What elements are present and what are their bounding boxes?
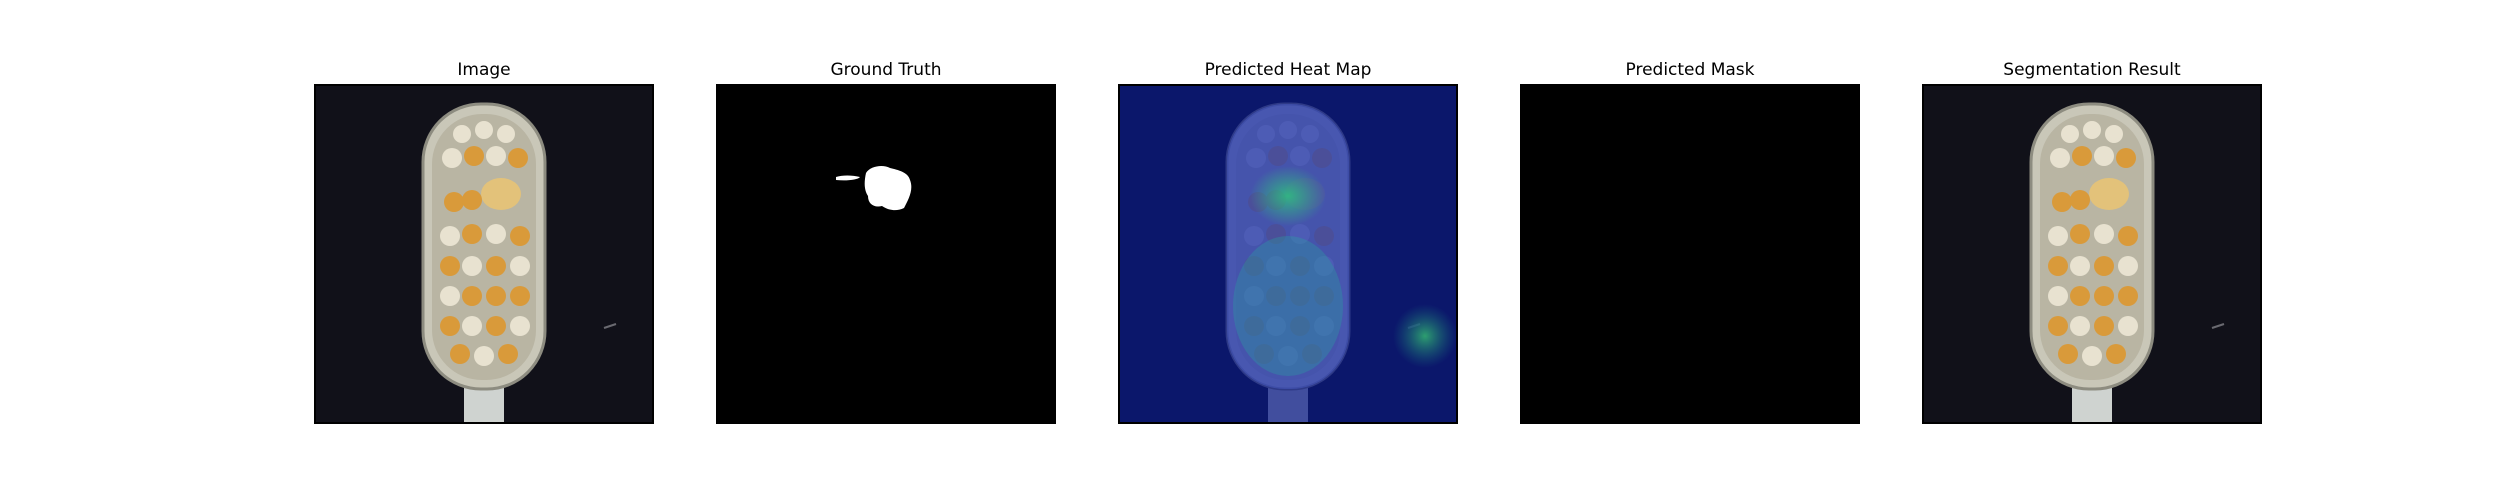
predicted-mask (1520, 84, 1860, 424)
panel-ground-truth: Ground Truth (716, 58, 1056, 424)
segmentation-image (1924, 86, 2260, 422)
ground-truth-frame (716, 84, 1056, 424)
panel-title: Segmentation Result (2003, 60, 2181, 80)
panel-heatmap: Predicted Heat Map (1118, 58, 1458, 424)
heatmap-overlay (1120, 86, 1456, 422)
panel-image: Image (314, 58, 654, 424)
panel-predicted-mask: Predicted Mask (1520, 58, 1860, 424)
segmentation-frame (1922, 84, 2262, 424)
heatmap-frame (1118, 84, 1458, 424)
toothbrush-image (316, 86, 652, 422)
ground-truth-mask (718, 86, 1054, 422)
panel-title: Image (457, 60, 511, 80)
defect-region (836, 175, 860, 181)
defect-region (864, 165, 912, 211)
panel-segmentation: Segmentation Result (1922, 58, 2262, 424)
image-frame (314, 84, 654, 424)
panel-title: Ground Truth (830, 60, 942, 80)
panel-title: Predicted Heat Map (1204, 60, 1372, 80)
panel-title: Predicted Mask (1625, 60, 1755, 80)
